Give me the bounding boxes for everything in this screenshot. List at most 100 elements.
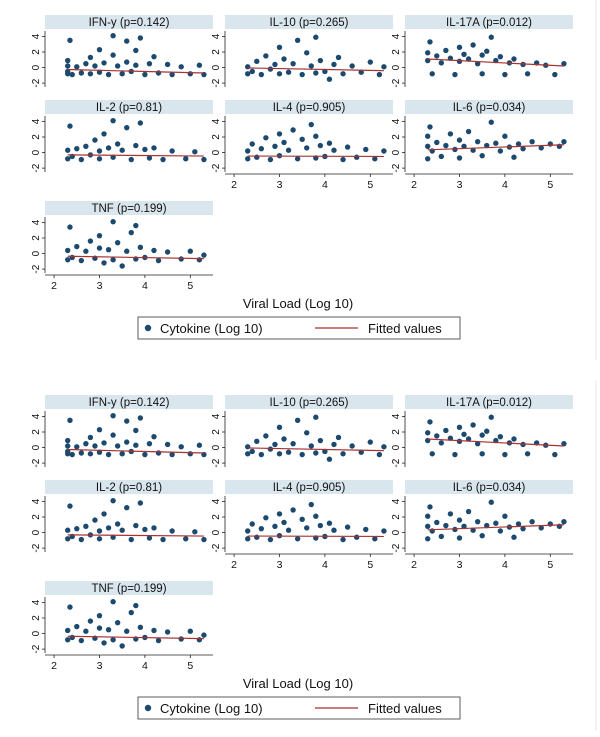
data-point [299, 517, 304, 522]
data-point [179, 636, 184, 641]
data-point [70, 72, 75, 77]
data-point [354, 155, 359, 160]
data-point [309, 122, 314, 127]
data-point [511, 155, 516, 160]
data-point [106, 452, 111, 457]
data-point [133, 48, 138, 53]
data-point [272, 62, 277, 67]
data-point [430, 451, 435, 456]
data-point [327, 77, 332, 82]
data-point [197, 637, 202, 642]
data-point [83, 629, 88, 634]
x-tick-label: 5 [187, 280, 193, 292]
data-point [142, 452, 147, 457]
data-point [299, 452, 304, 457]
data-point [83, 441, 88, 446]
data-point [88, 71, 93, 76]
data-point [254, 535, 259, 540]
data-point [97, 47, 102, 52]
y-tick-label: 2 [391, 134, 402, 140]
data-point [88, 55, 93, 60]
data-point [457, 45, 462, 50]
data-point [281, 436, 286, 441]
data-point [254, 439, 259, 444]
y-tick-label: 4 [31, 118, 42, 124]
data-point [452, 452, 457, 457]
data-point [502, 72, 507, 77]
data-point [88, 238, 93, 243]
panel-title: IL-4 (p=0.905) [273, 102, 346, 114]
data-point [165, 62, 170, 67]
data-point [110, 118, 115, 123]
data-point [295, 536, 300, 541]
data-point [197, 63, 202, 68]
data-point [457, 425, 462, 430]
data-point [354, 535, 359, 540]
data-point [65, 438, 70, 443]
data-point [502, 134, 507, 139]
y-tick-label: 4 [391, 118, 402, 124]
y-tick-label: -2 [391, 543, 402, 552]
data-point [245, 444, 250, 449]
data-point [318, 58, 323, 63]
data-point [309, 502, 314, 507]
data-point [74, 444, 79, 449]
data-point [138, 245, 143, 250]
legend-point-swatch [145, 325, 151, 331]
data-point [67, 604, 72, 609]
data-point [304, 50, 309, 55]
data-point [277, 451, 282, 456]
y-tick-label: 2 [211, 514, 222, 520]
data-point [67, 38, 72, 43]
data-point [119, 643, 124, 648]
data-point [133, 523, 138, 528]
data-point [511, 535, 516, 540]
data-point [493, 141, 498, 146]
data-point [259, 452, 264, 457]
data-point [79, 258, 84, 263]
data-point [65, 248, 70, 253]
y-tick-label: 0 [31, 64, 42, 70]
data-point [110, 637, 115, 642]
x-tick-label: 3 [97, 660, 103, 672]
data-point [290, 441, 295, 446]
data-point [250, 69, 255, 74]
data-point [457, 59, 462, 64]
data-point [268, 66, 273, 71]
data-point [74, 64, 79, 69]
data-point [142, 72, 147, 77]
panel-title: IFN-y (p=0.142) [89, 397, 170, 409]
y-tick-label: -2 [211, 163, 222, 172]
data-point [368, 439, 373, 444]
data-point [156, 70, 161, 75]
data-point [309, 63, 314, 68]
data-point [201, 537, 206, 542]
x-tick-label: 4 [502, 559, 508, 571]
y-tick-label: 2 [31, 235, 42, 241]
data-point [457, 517, 462, 522]
data-point [552, 72, 557, 77]
data-point [147, 441, 152, 446]
data-point [160, 537, 165, 542]
data-point [452, 72, 457, 77]
data-point [110, 413, 115, 418]
data-point [142, 147, 147, 152]
y-tick-label: 4 [391, 33, 402, 39]
data-point [115, 620, 120, 625]
y-tick-label: 0 [211, 149, 222, 155]
data-point [484, 49, 489, 54]
data-point [245, 64, 250, 69]
data-point [529, 139, 534, 144]
data-point [295, 38, 300, 43]
data-point [327, 141, 332, 146]
data-point [245, 148, 250, 153]
data-point [340, 451, 345, 456]
data-point [484, 429, 489, 434]
data-point [272, 144, 277, 149]
data-point [197, 443, 202, 448]
data-point [439, 440, 444, 445]
data-point [489, 500, 494, 505]
y-tick-label: 0 [31, 250, 42, 256]
data-point [448, 131, 453, 136]
